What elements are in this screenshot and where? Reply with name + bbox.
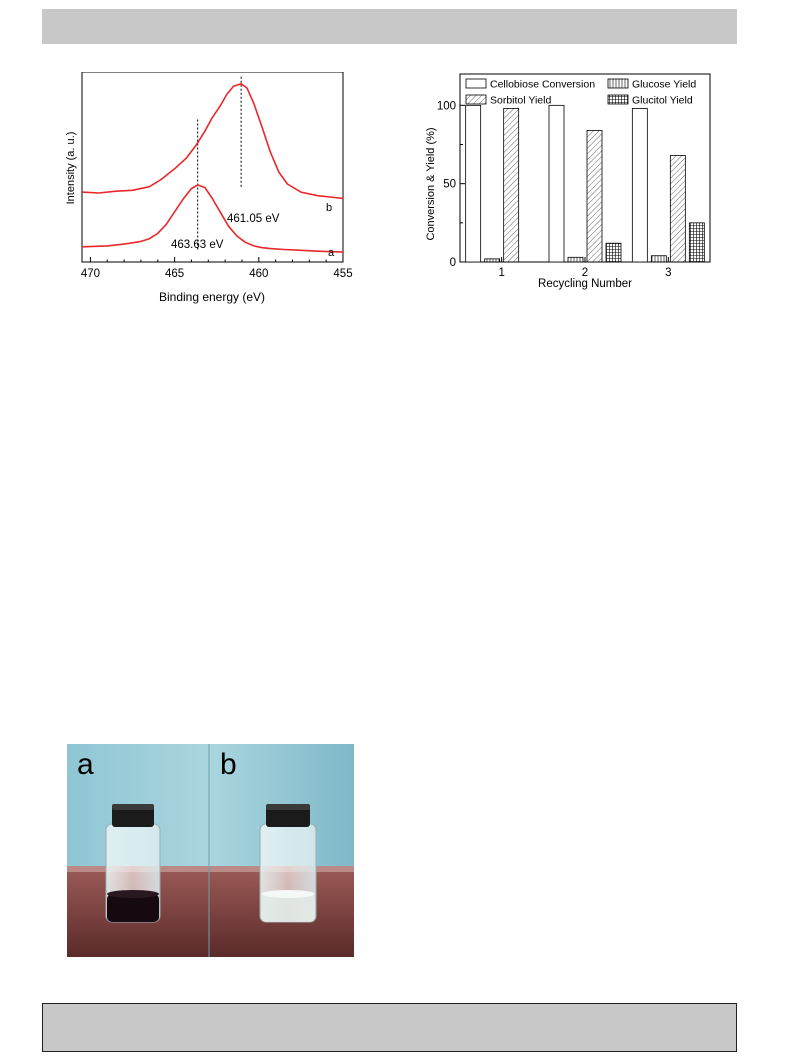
- xps-x-tick-label: 465: [165, 268, 184, 280]
- xps-x-axis-label: Binding energy (eV): [159, 290, 265, 304]
- bar-diagonal-cycle-1: [503, 108, 520, 263]
- legend-label: Glucitol Yield: [632, 95, 693, 107]
- bar-legend: Cellobiose Conversion Glucose Yield Sorbit…: [465, 78, 696, 107]
- vials-photograph: a b: [67, 744, 354, 957]
- recycling-bar-chart: 0 50 100 1 2 3 Cellobiose Conversion Glucose Y…: [425, 73, 711, 290]
- curve-label-b: b: [326, 202, 332, 214]
- bar-empty-cycle-3: [631, 108, 648, 263]
- vials-photo-drawing: [67, 744, 354, 957]
- xps-x-tick-label: 460: [249, 268, 268, 280]
- vial-a: [105, 804, 161, 923]
- bar-diagonal-cycle-3: [669, 155, 686, 263]
- bar-vertical-cycle-3: [650, 255, 667, 263]
- bar-crosshatch-cycle-3: [688, 222, 705, 263]
- spectrum-line-a: [81, 184, 344, 253]
- bar-y-tick-label: 50: [443, 179, 456, 191]
- legend-label: Glucose Yield: [632, 79, 696, 91]
- page-footer-bar: [42, 1003, 737, 1052]
- bar-x-tick-label: 2: [582, 267, 588, 279]
- xps-x-tick-label: 470: [81, 268, 100, 280]
- bar-empty-cycle-1: [465, 104, 482, 263]
- bar-y-tick-label: 0: [450, 257, 456, 269]
- legend-swatch-vertical: [607, 78, 629, 89]
- legend-swatch-diagonal: [465, 94, 487, 105]
- legend-label: Cellobiose Conversion: [490, 79, 595, 91]
- xps-x-tick-label: 455: [333, 268, 352, 280]
- bar-y-tick-label: 100: [437, 100, 456, 112]
- xps-plot-frame: [81, 72, 344, 263]
- legend-label: Sorbitol Yield: [490, 95, 551, 107]
- bar-diagonal-cycle-2: [586, 130, 603, 263]
- peak-annotation-b: 461.05 eV: [227, 213, 280, 225]
- bar-y-axis-label: Conversion & Yield (%): [425, 127, 437, 240]
- photo-label-b: b: [220, 748, 237, 781]
- bar-x-tick-label: 1: [498, 267, 504, 279]
- bar-x-axis-label: Recycling Number: [538, 278, 632, 290]
- legend-swatch-crosshatch: [607, 94, 629, 105]
- xps-y-axis-label: Intensity (a. u.): [65, 132, 77, 205]
- bar-vertical-cycle-2: [567, 256, 584, 263]
- bar-empty-cycle-2: [548, 104, 565, 263]
- photo-label-a: a: [77, 748, 94, 781]
- xps-spectrum-figure: 470 465 460 455 463.63 eV 461.05 eV a b Bin…: [65, 72, 353, 304]
- legend-swatch-empty: [465, 78, 487, 89]
- bar-x-tick-label: 3: [665, 267, 671, 279]
- vial-b: [259, 804, 317, 923]
- page-header-bar: [42, 9, 737, 44]
- peak-annotation-a: 463.63 eV: [171, 239, 224, 251]
- bar-crosshatch-cycle-2: [605, 242, 622, 263]
- curve-label-a: a: [328, 247, 335, 259]
- bar-vertical-cycle-1: [484, 258, 501, 263]
- spectrum-line-b: [81, 82, 344, 200]
